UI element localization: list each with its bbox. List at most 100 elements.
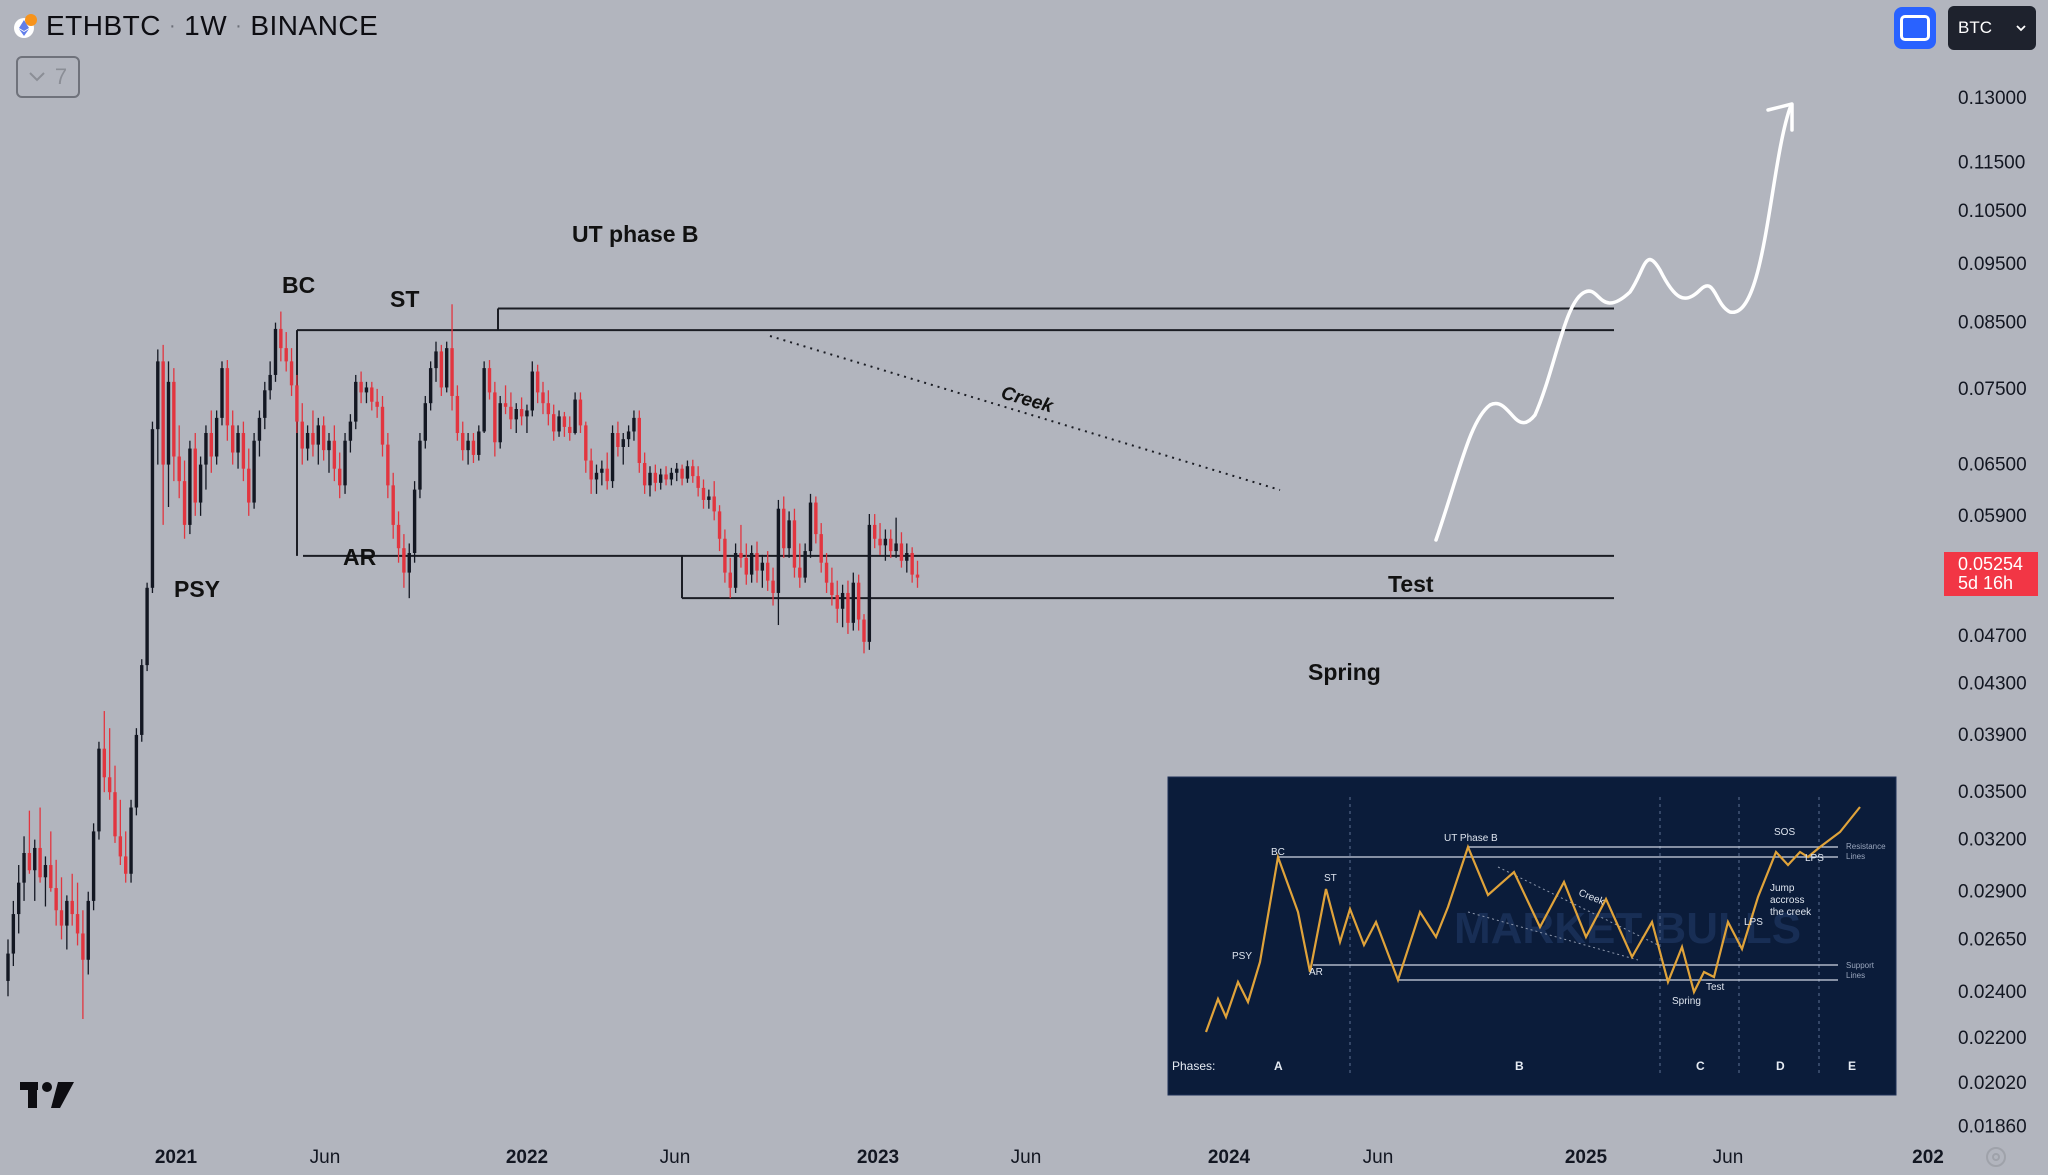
y-tick-label: 0.03900	[1958, 725, 2027, 746]
candle	[642, 452, 647, 494]
candle	[113, 765, 117, 843]
candle	[439, 344, 444, 396]
candle	[910, 547, 914, 583]
collapse-indicators-button[interactable]: 7	[16, 56, 80, 98]
projection-path	[1434, 106, 1792, 542]
inset-label-ar: AR	[1309, 967, 1323, 978]
annotation-creek: Creek	[999, 383, 1057, 418]
currency-select[interactable]: BTC	[1948, 6, 2036, 50]
candle	[824, 552, 829, 593]
candle	[835, 580, 839, 623]
candle	[568, 416, 572, 441]
y-tick-label: 0.06500	[1958, 455, 2027, 476]
gear-icon[interactable]	[1986, 1147, 2006, 1167]
candle	[814, 496, 818, 544]
candle	[124, 831, 128, 883]
candle	[466, 432, 470, 465]
candle	[166, 361, 171, 507]
inset-label-lps-2: LPS	[1744, 917, 1763, 928]
inset-phase-b: B	[1515, 1059, 1524, 1073]
inset-label-spring: Spring	[1672, 996, 1701, 1007]
candle	[525, 404, 529, 433]
candle	[728, 557, 732, 599]
candle	[305, 425, 310, 461]
candle	[493, 381, 497, 457]
x-axis: 2021 Jun 2022 Jun 2023 Jun 2024 Jun 2025 Jun 202	[155, 1147, 1944, 1168]
candle	[209, 410, 213, 473]
chevron-down-icon	[29, 72, 45, 82]
candle	[445, 341, 449, 393]
candle	[749, 545, 754, 583]
candle	[771, 567, 775, 606]
candle	[851, 572, 855, 631]
candle	[819, 523, 823, 573]
y-tick-label: 0.02400	[1958, 982, 2027, 1003]
candle	[461, 421, 465, 461]
candle	[380, 395, 385, 457]
exchange-label: BINANCE	[250, 10, 379, 41]
candle	[295, 374, 299, 433]
candle	[27, 810, 32, 874]
candle	[680, 464, 684, 486]
candle	[482, 361, 486, 433]
symbol-label[interactable]: ETHBTC	[46, 10, 161, 41]
candle	[733, 543, 738, 593]
interval-label[interactable]: 1W	[184, 10, 228, 41]
x-tick-label: 202	[1912, 1147, 1944, 1168]
candle	[530, 361, 534, 417]
candle	[241, 421, 246, 482]
annotation-bc: BC	[282, 272, 315, 298]
inset-label-jump: Jump accross the creek	[1770, 883, 1812, 918]
candle	[134, 728, 139, 816]
candle	[578, 392, 583, 433]
candle	[423, 395, 427, 449]
x-tick-label: 2024	[1208, 1147, 1251, 1168]
candle	[653, 464, 658, 492]
candle	[723, 529, 727, 583]
inset-phases-label: Phases:	[1172, 1059, 1215, 1073]
candle	[107, 728, 112, 800]
candle	[75, 882, 80, 946]
y-tick-label: 0.01860	[1958, 1117, 2027, 1138]
fullscreen-button[interactable]	[1894, 7, 1936, 49]
candle	[664, 466, 668, 486]
tradingview-logo[interactable]	[18, 1078, 78, 1117]
candle	[600, 460, 604, 486]
candle	[782, 496, 786, 558]
candle	[487, 360, 492, 400]
candle	[354, 374, 358, 430]
candle	[889, 529, 893, 558]
candle	[252, 432, 256, 509]
wyckoff-schematic-inset: MARKET BULLS BC UT Phase B ST PSY AR Cre…	[1167, 776, 1897, 1096]
candle	[225, 360, 230, 441]
candle	[396, 511, 401, 563]
y-tick-label: 0.09500	[1958, 254, 2027, 275]
candle	[273, 322, 278, 382]
annotation-st: ST	[390, 286, 419, 312]
candle	[584, 421, 588, 473]
candle	[659, 468, 663, 490]
x-tick-label: Jun	[1713, 1147, 1744, 1168]
arrow-head-icon	[1766, 102, 1794, 132]
inset-phase-c: C	[1696, 1059, 1705, 1073]
candle	[402, 534, 406, 588]
candle	[257, 410, 262, 457]
candle	[327, 432, 331, 473]
candle	[316, 417, 320, 465]
inset-label-support: Support Lines	[1846, 961, 1875, 980]
candle	[573, 392, 577, 435]
candle	[338, 452, 342, 499]
y-tick-label: 0.04700	[1958, 626, 2027, 647]
candle	[279, 311, 283, 362]
candle	[862, 614, 866, 654]
candle	[140, 659, 144, 742]
candle	[562, 411, 567, 437]
candle	[669, 467, 674, 486]
inset-label-psy: PSY	[1232, 951, 1252, 962]
annotation-psy: PSY	[174, 576, 220, 602]
candle	[386, 432, 390, 499]
x-tick-label: Jun	[310, 1147, 341, 1168]
indicator-count: 7	[54, 64, 68, 89]
candle	[557, 410, 561, 437]
